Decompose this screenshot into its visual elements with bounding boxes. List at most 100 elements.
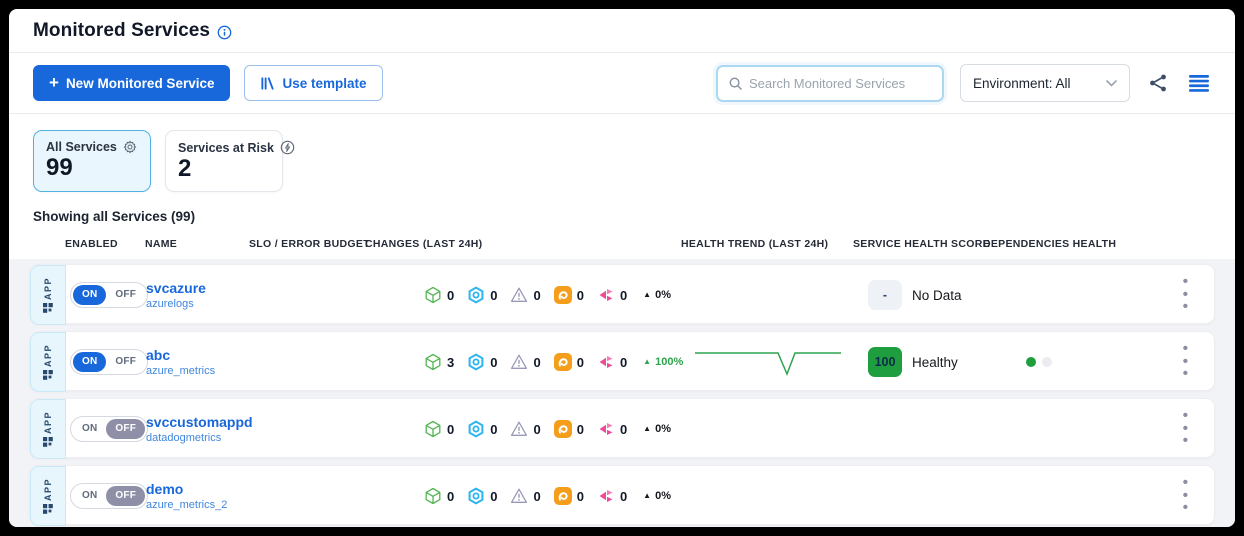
stat-card-all-services[interactable]: All Services 99 <box>33 130 151 192</box>
pink-fork-icon <box>597 420 615 438</box>
changes-trend: ▲ 0% <box>643 289 671 301</box>
dependency-dot-healthy[interactable] <box>1026 357 1036 367</box>
page-title: Monitored Services <box>33 20 211 41</box>
table-header: ENABLED NAME SLO / ERROR BUDGET CHANGES … <box>9 236 1235 259</box>
cell-dependencies <box>984 357 1114 367</box>
cell-name: svcazure azurelogs <box>146 280 250 310</box>
enabled-toggle[interactable]: ON OFF <box>70 483 149 509</box>
table-row: APP ON OFF abc azure_metrics 3 0 0 0 0 ▲ 1… <box>29 331 1215 392</box>
enabled-toggle[interactable]: ON OFF <box>70 416 149 442</box>
hexagon-icon <box>467 286 485 304</box>
warning-triangle-icon <box>510 420 528 438</box>
toolbar: + New Monitored Service Use template Env… <box>9 53 1235 114</box>
app-grid-icon <box>43 370 53 380</box>
cell-health-trend <box>682 342 854 383</box>
service-subname: azure_metrics_2 <box>146 499 228 511</box>
orange-swirl-icon <box>553 420 572 438</box>
cube-icon <box>424 420 442 438</box>
health-sparkline <box>695 351 841 376</box>
chevron-down-icon <box>1106 79 1117 87</box>
warning-triangle-icon <box>510 286 528 304</box>
list-view-icon[interactable] <box>1187 73 1211 94</box>
risk-lightning-icon <box>280 140 295 155</box>
pink-fork-icon <box>597 487 615 505</box>
col-health-trend: HEALTH TREND (LAST 24H) <box>681 238 829 250</box>
dependency-dot-unknown[interactable] <box>1042 357 1052 367</box>
kebab-menu-icon[interactable]: • • • <box>1182 272 1188 316</box>
changes-trend: ▲ 100% <box>643 356 684 368</box>
cell-menu: • • • <box>1114 473 1214 517</box>
cell-changes: 3 0 0 0 0 ▲ 100% <box>366 353 684 371</box>
stat-card-services-at-risk[interactable]: Services at Risk 2 <box>165 130 295 192</box>
health-score-badge: 100 <box>868 347 902 377</box>
service-name-link[interactable]: abc <box>146 347 171 363</box>
health-score-badge: - <box>868 280 902 310</box>
kebab-menu-icon[interactable]: • • • <box>1182 339 1188 383</box>
health-score-label: No Data <box>912 287 962 303</box>
cell-enabled: ON OFF <box>66 282 149 308</box>
trend-up-icon: ▲ <box>643 424 652 433</box>
service-name-link[interactable]: svccustomappd <box>146 414 253 430</box>
pink-fork-icon <box>597 286 615 304</box>
template-icon <box>260 76 275 91</box>
cell-name: demo azure_metrics_2 <box>146 481 250 511</box>
kebab-menu-icon[interactable]: • • • <box>1182 473 1188 517</box>
hexagon-icon <box>467 353 485 371</box>
cell-health-score: - No Data <box>854 280 984 310</box>
table-row: APP ON OFF demo azure_metrics_2 0 0 0 0 0… <box>29 465 1215 526</box>
new-monitored-service-button[interactable]: + New Monitored Service <box>33 65 231 101</box>
health-score-label: Healthy <box>912 354 958 370</box>
col-slo: SLO / ERROR BUDGET <box>249 238 370 250</box>
topology-view-icon[interactable] <box>1146 71 1171 95</box>
app-tag: APP <box>30 332 66 392</box>
orange-swirl-icon <box>553 487 572 505</box>
trend-up-icon: ▲ <box>643 357 652 366</box>
cube-icon <box>424 353 442 371</box>
col-enabled: ENABLED <box>65 238 118 250</box>
cell-menu: • • • <box>1114 406 1214 450</box>
app-tag: APP <box>30 265 66 325</box>
trend-up-icon: ▲ <box>643 491 652 500</box>
cell-name: svccustomappd datadogmetrics <box>146 414 253 444</box>
cube-icon <box>424 286 442 304</box>
enabled-toggle[interactable]: ON OFF <box>70 349 149 375</box>
kebab-menu-icon[interactable]: • • • <box>1182 406 1188 450</box>
environment-select[interactable]: Environment: All <box>960 64 1130 102</box>
toolbar-right: Environment: All <box>716 64 1211 102</box>
cell-menu: • • • <box>1114 272 1214 316</box>
trend-up-icon: ▲ <box>643 290 652 299</box>
search-box <box>716 64 944 102</box>
changes-trend: ▲ 0% <box>643 423 671 435</box>
plus-icon: + <box>49 73 59 92</box>
services-at-risk-count: 2 <box>178 155 192 182</box>
search-input[interactable] <box>749 75 932 91</box>
app-grid-icon <box>43 504 53 514</box>
monitored-services-page: Monitored Services + New Monitored Servi… <box>9 9 1235 527</box>
orange-swirl-icon <box>553 353 572 371</box>
cell-name: abc azure_metrics <box>146 347 250 377</box>
cell-health-score: 100 Healthy <box>854 347 984 377</box>
gear-icon <box>123 140 137 154</box>
table-row: APP ON OFF svcazure azurelogs 0 0 0 0 0 ▲… <box>29 264 1215 325</box>
pink-fork-icon <box>597 353 615 371</box>
app-tag: APP <box>30 466 66 526</box>
hexagon-icon <box>467 420 485 438</box>
service-subname: azurelogs <box>146 298 194 310</box>
warning-triangle-icon <box>510 353 528 371</box>
col-health-score: SERVICE HEALTH SCORE <box>853 238 990 250</box>
use-template-button[interactable]: Use template <box>244 65 383 101</box>
col-name: NAME <box>145 238 178 250</box>
app-tag: APP <box>30 399 66 459</box>
app-grid-icon <box>43 303 53 313</box>
service-name-link[interactable]: svcazure <box>146 280 206 296</box>
service-subname: azure_metrics <box>146 365 216 377</box>
cell-changes: 0 0 0 0 0 ▲ 0% <box>366 420 682 438</box>
info-icon[interactable] <box>217 25 232 40</box>
cell-enabled: ON OFF <box>66 349 149 375</box>
cell-changes: 0 0 0 0 0 ▲ 0% <box>366 487 682 505</box>
table-row: APP ON OFF svccustomappd datadogmetrics 0… <box>29 398 1215 459</box>
cell-changes: 0 0 0 0 0 ▲ 0% <box>366 286 682 304</box>
service-name-link[interactable]: demo <box>146 481 184 497</box>
hexagon-icon <box>467 487 485 505</box>
enabled-toggle[interactable]: ON OFF <box>70 282 149 308</box>
